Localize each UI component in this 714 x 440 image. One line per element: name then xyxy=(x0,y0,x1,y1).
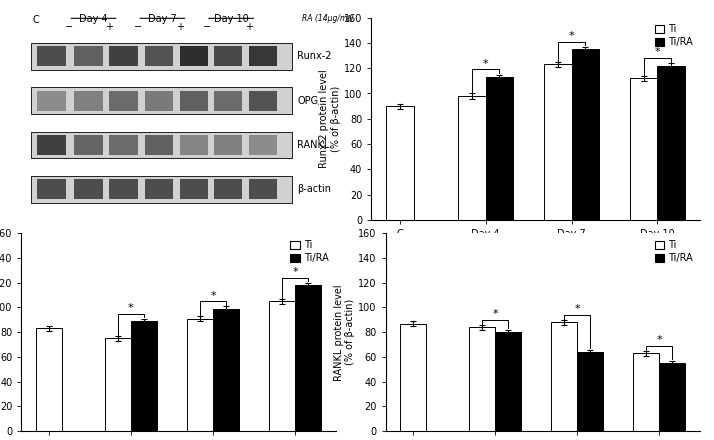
Text: RA (14μg/mℓ): RA (14μg/mℓ) xyxy=(303,14,354,23)
Bar xyxy=(145,91,174,111)
Bar xyxy=(74,135,103,155)
Bar xyxy=(109,91,138,111)
Bar xyxy=(248,46,277,66)
Bar xyxy=(469,327,495,431)
Bar xyxy=(109,135,138,155)
Bar xyxy=(31,88,293,114)
Bar xyxy=(105,338,131,431)
Bar xyxy=(36,329,62,431)
Bar xyxy=(145,46,174,66)
Bar xyxy=(180,180,208,199)
Bar xyxy=(37,180,66,199)
Bar xyxy=(74,46,103,66)
Bar xyxy=(131,321,157,431)
Legend: Ti, Ti/RA: Ti, Ti/RA xyxy=(653,22,695,49)
Bar xyxy=(213,46,242,66)
Bar xyxy=(386,106,413,220)
Bar xyxy=(630,78,658,220)
Bar xyxy=(295,285,321,431)
Bar xyxy=(180,135,208,155)
Bar xyxy=(31,43,293,70)
Text: *: * xyxy=(574,304,580,314)
Bar xyxy=(74,91,103,111)
Bar xyxy=(145,180,174,199)
Bar xyxy=(37,46,66,66)
Text: *: * xyxy=(492,309,498,319)
Bar xyxy=(213,309,239,431)
Bar xyxy=(186,319,213,431)
Text: *: * xyxy=(292,267,298,277)
Bar xyxy=(213,180,242,199)
Bar xyxy=(37,91,66,111)
Bar xyxy=(145,135,174,155)
Text: +: + xyxy=(106,22,114,32)
Y-axis label: RANKL protein level
(% of β-actin): RANKL protein level (% of β-actin) xyxy=(333,284,356,381)
Text: β-actin: β-actin xyxy=(298,184,331,194)
Bar xyxy=(400,323,426,431)
Text: *: * xyxy=(569,31,574,41)
Text: *: * xyxy=(656,335,662,345)
Bar xyxy=(213,135,242,155)
Text: −: − xyxy=(134,22,142,32)
Text: Day 7: Day 7 xyxy=(148,14,177,24)
Bar xyxy=(495,332,521,431)
Bar xyxy=(268,301,295,431)
Bar xyxy=(571,49,599,220)
Y-axis label: Runx-2 protein level
(% of β-actin): Runx-2 protein level (% of β-actin) xyxy=(319,70,341,168)
Legend: Ti, Ti/RA: Ti, Ti/RA xyxy=(288,238,331,265)
Bar xyxy=(248,135,277,155)
Text: *: * xyxy=(210,291,216,301)
Bar xyxy=(31,176,293,202)
Bar xyxy=(37,135,66,155)
Text: *: * xyxy=(655,48,660,58)
Bar xyxy=(74,180,103,199)
Bar xyxy=(248,180,277,199)
Bar xyxy=(458,96,486,220)
Text: RANKL: RANKL xyxy=(298,140,330,150)
Text: Day 10: Day 10 xyxy=(213,14,248,24)
Bar xyxy=(213,91,242,111)
Text: +: + xyxy=(245,22,253,32)
Bar xyxy=(633,353,659,431)
Text: *: * xyxy=(483,59,488,69)
Text: −: − xyxy=(65,22,74,32)
Legend: Ti, Ti/RA: Ti, Ti/RA xyxy=(653,238,695,265)
Bar xyxy=(109,46,138,66)
Bar xyxy=(659,363,685,431)
Bar xyxy=(180,46,208,66)
Text: Day 4: Day 4 xyxy=(79,14,108,24)
Bar xyxy=(109,180,138,199)
Bar xyxy=(180,91,208,111)
Bar xyxy=(658,66,685,220)
Bar xyxy=(577,352,603,431)
Bar xyxy=(248,91,277,111)
Text: −: − xyxy=(203,22,211,32)
Text: +: + xyxy=(176,22,184,32)
Text: *: * xyxy=(128,303,134,313)
Bar xyxy=(550,322,577,431)
Bar xyxy=(31,132,293,158)
Text: Runx-2: Runx-2 xyxy=(298,51,332,61)
Bar xyxy=(544,64,571,220)
Text: OPG: OPG xyxy=(298,95,318,106)
Bar xyxy=(486,77,513,220)
Text: C: C xyxy=(32,15,39,25)
